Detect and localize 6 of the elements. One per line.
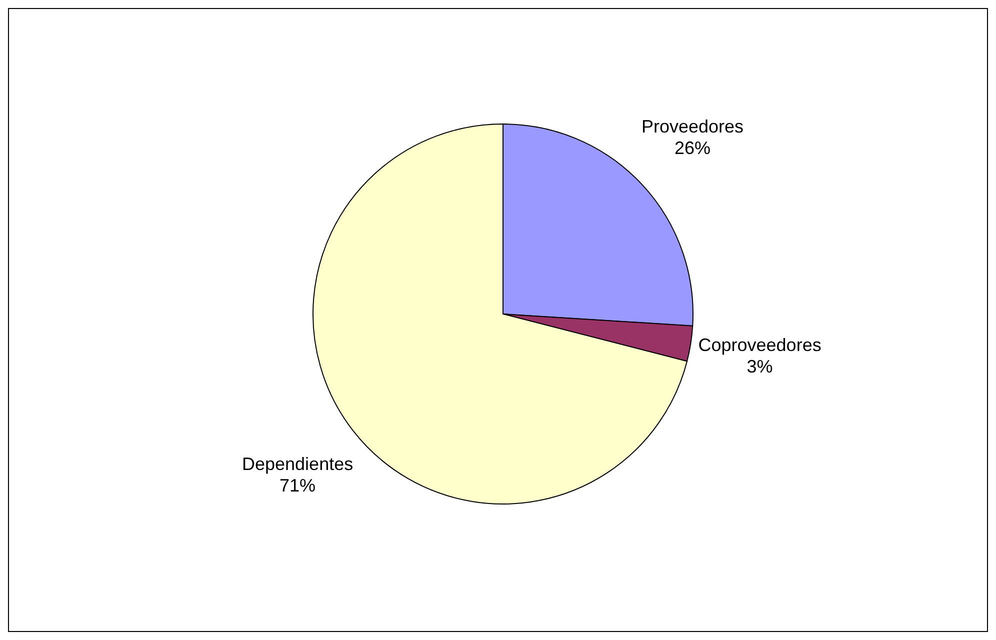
data-label: 71% (280, 475, 316, 496)
data-label: 3% (746, 356, 773, 377)
data-label: 26% (674, 138, 711, 158)
slice-label: Dependientes (242, 454, 354, 474)
slice-label: Coproveedores (698, 335, 822, 356)
slice-label: Proveedores (642, 116, 744, 136)
